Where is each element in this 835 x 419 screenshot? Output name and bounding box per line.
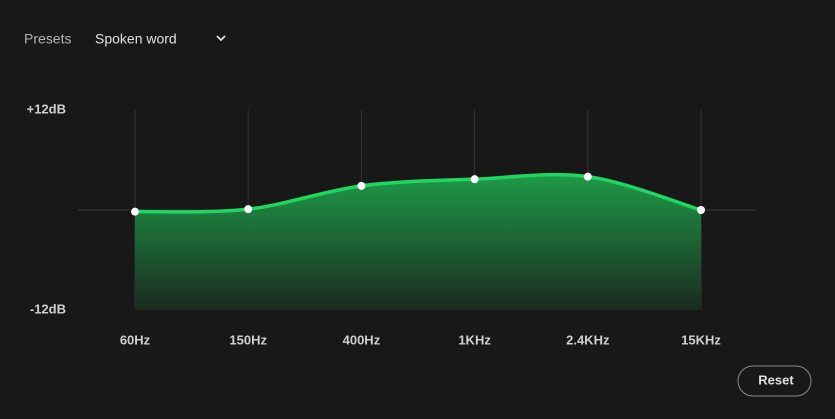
x-tick-label: 150Hz bbox=[229, 332, 267, 347]
preset-dropdown[interactable]: Spoken word bbox=[95, 31, 226, 47]
x-tick-label: 15KHz bbox=[681, 332, 721, 347]
eq-handle[interactable] bbox=[131, 207, 139, 216]
eq-handle[interactable] bbox=[470, 175, 479, 184]
reset-border[interactable] bbox=[737, 365, 812, 397]
x-tick-label: 1KHz bbox=[458, 332, 491, 347]
eq-handle[interactable] bbox=[244, 205, 253, 214]
x-tick-label: 60Hz bbox=[120, 332, 151, 347]
x-tick-label: 2.4KHz bbox=[566, 332, 610, 347]
eq-handle[interactable] bbox=[357, 181, 366, 190]
reset-label[interactable]: Reset bbox=[758, 372, 794, 387]
reset-button[interactable]: Reset bbox=[737, 365, 812, 397]
preset-value[interactable]: Spoken word bbox=[95, 31, 177, 47]
y-tick-label: -12dB bbox=[30, 301, 66, 316]
dropdown-chevron[interactable] bbox=[216, 35, 226, 42]
eq-handle[interactable] bbox=[697, 206, 705, 214]
presets-label: Presets bbox=[24, 31, 71, 47]
eq-area bbox=[135, 174, 701, 310]
eq-line bbox=[133, 172, 703, 214]
plot: +12dB -12dB 60Hz 150Hz 400Hz 1KHz 2.4KHz 15KHz bbox=[27, 101, 757, 347]
eq-handle[interactable] bbox=[583, 172, 592, 181]
x-tick-label: 400Hz bbox=[343, 332, 381, 347]
y-tick-label: +12dB bbox=[27, 101, 66, 116]
